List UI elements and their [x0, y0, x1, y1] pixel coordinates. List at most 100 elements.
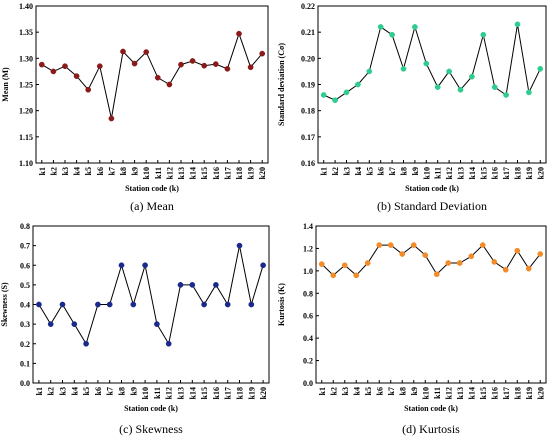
- caption-text: Standard Deviation: [394, 199, 487, 213]
- y-tick-label: 0.1: [20, 359, 30, 368]
- x-tick-label: k18: [513, 387, 522, 399]
- y-tick-label: 0.16: [301, 159, 315, 168]
- x-tick-label: k1: [35, 387, 44, 395]
- data-point: [480, 31, 487, 38]
- data-point: [154, 321, 160, 327]
- data-point: [446, 68, 452, 75]
- y-tick-label: 1.4: [303, 222, 313, 231]
- y-tick-label: 0.4: [20, 301, 30, 310]
- x-tick-label: k14: [467, 387, 476, 399]
- x-tick-label: k7: [387, 387, 396, 395]
- x-tick-label: k8: [119, 167, 128, 175]
- x-tick-label: k16: [491, 167, 500, 179]
- data-point: [36, 301, 42, 308]
- data-point: [343, 89, 350, 96]
- data-point: [468, 253, 475, 260]
- y-tick-label: 0.5: [20, 281, 30, 290]
- x-tick-label: k17: [223, 167, 232, 179]
- x-tick-label: k9: [131, 167, 140, 175]
- data-point: [165, 340, 172, 347]
- x-tick-label: k3: [343, 167, 352, 175]
- caption-prefix: (a): [130, 199, 146, 213]
- data-point: [201, 62, 208, 69]
- x-tick-label: k7: [106, 387, 115, 395]
- x-tick-label: k5: [365, 167, 374, 175]
- plot-frame: [32, 225, 270, 384]
- y-tick-label: 0.8: [20, 222, 30, 231]
- x-tick-label: k2: [331, 167, 340, 175]
- x-tick-label: k10: [142, 167, 151, 179]
- x-tick-label: k8: [400, 167, 409, 175]
- data-point: [47, 321, 54, 327]
- data-point: [50, 68, 57, 75]
- x-tick-label: k1: [318, 387, 327, 395]
- y-tick-label: 0.8: [303, 289, 313, 298]
- data-point: [410, 242, 417, 248]
- x-tick-label: k19: [247, 387, 256, 399]
- data-point: [422, 252, 429, 259]
- caption-text: Skewness: [135, 422, 183, 436]
- y-tick-label: 1.25: [19, 81, 33, 90]
- x-tick-label: k14: [468, 167, 477, 179]
- data-point: [131, 60, 138, 67]
- y-axis-title: Standard deviation (Cσ): [277, 43, 286, 126]
- data-point: [59, 301, 66, 308]
- x-tick-label: k18: [514, 167, 523, 179]
- caption-text: Mean: [147, 199, 174, 213]
- data-point: [537, 65, 544, 72]
- x-tick-label: k12: [445, 167, 454, 179]
- data-point: [224, 301, 231, 308]
- x-tick-label: k17: [224, 387, 233, 399]
- plot-frame: [35, 5, 269, 164]
- x-axis-title: Station code (k): [125, 184, 179, 193]
- x-tick-label: k16: [212, 387, 221, 399]
- y-tick-label: 0.20: [301, 54, 315, 63]
- y-tick-label: 0.6: [20, 261, 30, 270]
- data-point: [201, 301, 207, 308]
- x-tick-label: k13: [177, 167, 186, 179]
- data-point: [120, 48, 126, 55]
- data-point: [366, 68, 373, 75]
- x-tick-label: k9: [129, 387, 138, 395]
- data-point: [434, 84, 441, 90]
- x-tick-label: k5: [82, 387, 91, 395]
- y-tick-label: 0.6: [303, 312, 313, 321]
- data-point: [526, 89, 532, 96]
- y-tick-label: 0.17: [301, 133, 315, 142]
- x-axis-title: Station code (k): [124, 404, 178, 413]
- data-point: [469, 73, 475, 80]
- data-point: [502, 266, 509, 273]
- x-tick-label: k9: [411, 167, 420, 175]
- x-tick-label: k3: [59, 387, 68, 395]
- data-point: [143, 49, 150, 55]
- y-tick-label: 0.21: [301, 28, 315, 37]
- data-point: [189, 282, 196, 288]
- data-point: [353, 272, 360, 279]
- data-point: [400, 65, 407, 72]
- y-tick-label: 1.20: [19, 107, 33, 116]
- x-tick-label: k15: [200, 167, 209, 179]
- data-point: [166, 81, 173, 88]
- data-point: [85, 86, 92, 93]
- data-point: [247, 64, 254, 71]
- data-point: [95, 301, 101, 308]
- x-tick-label: k8: [398, 387, 407, 395]
- data-point: [236, 242, 243, 249]
- data-point: [355, 81, 361, 88]
- x-tick-label: k18: [235, 167, 244, 179]
- x-tick-label: k6: [96, 167, 105, 175]
- x-tick-label: k11: [153, 387, 162, 399]
- x-tick-label: k6: [94, 387, 103, 395]
- y-tick-label: 0.0: [20, 379, 30, 388]
- x-tick-label: k12: [165, 387, 174, 399]
- y-tick-label: 1.0: [303, 267, 313, 276]
- x-tick-label: k3: [61, 167, 70, 175]
- data-point: [412, 24, 418, 30]
- data-point: [514, 21, 521, 28]
- x-tick-label: k1: [38, 167, 47, 175]
- data-point: [178, 61, 184, 68]
- data-point: [433, 271, 440, 278]
- chart-panel-1: 1.10 1.15 1.20 1.25 1.30 1.35 1.40 k1 k2 k3 k4 k5 k6…: [1, 2, 269, 213]
- x-tick-label: k17: [502, 167, 511, 179]
